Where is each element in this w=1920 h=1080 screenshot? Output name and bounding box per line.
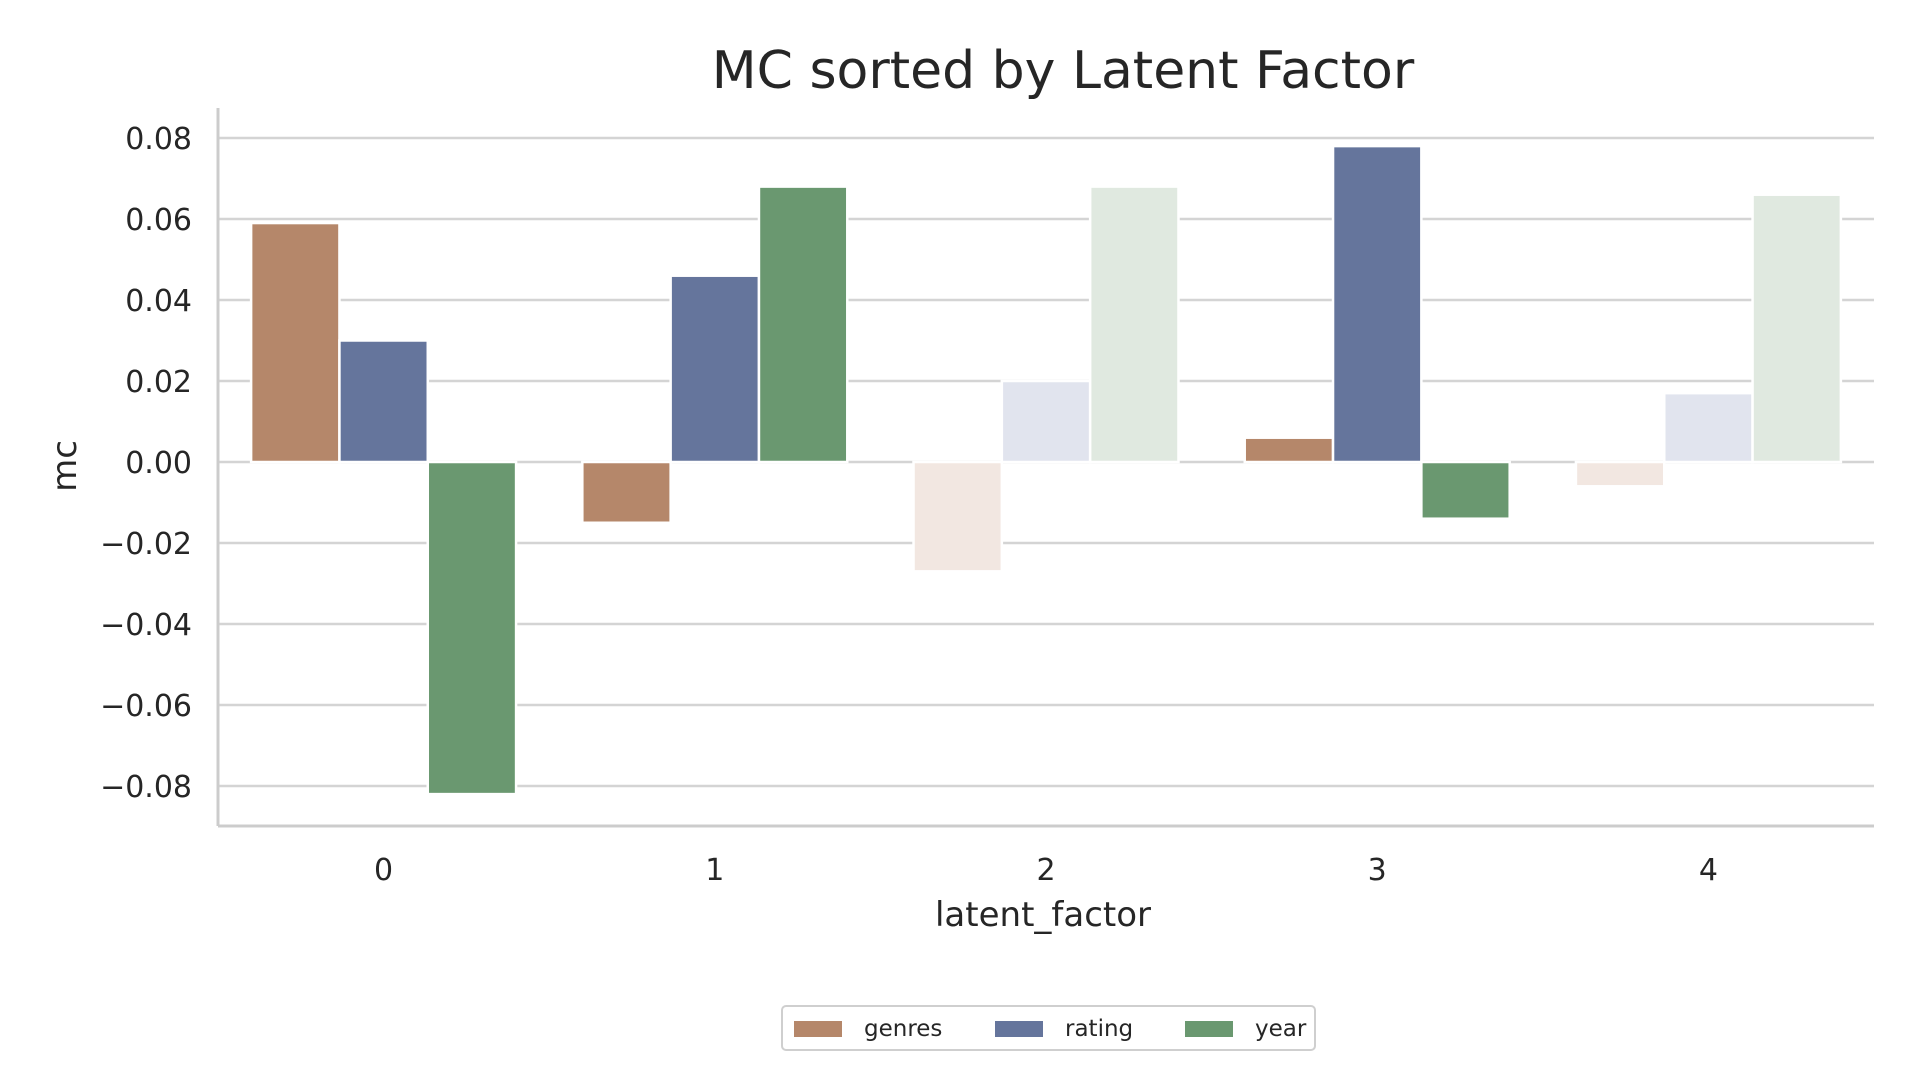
chart-title: MC sorted by Latent Factor [712,41,1415,101]
y-axis-label: mc [45,440,85,492]
y-tick-label: −0.08 [100,770,192,805]
y-tick-label: 0.02 [125,365,192,400]
axes [216,108,1874,828]
y-tick-label: −0.04 [100,608,192,643]
x-tick-label: 3 [1368,853,1387,888]
x-tick-label: 4 [1699,853,1718,888]
x-tick-label: 1 [705,853,724,888]
legend-swatch-genres [794,1021,842,1037]
bar-rating-2 [1000,379,1092,464]
bar-year-1 [757,185,849,464]
legend-frame [781,1005,1316,1051]
bar-genres-3 [1243,436,1335,464]
bar-genres-0 [249,221,341,464]
bar-rating-3 [1331,144,1423,464]
y-tick-label: 0.04 [125,284,192,319]
legend-label-rating: rating [1065,1016,1133,1042]
bar-rating-1 [669,274,761,464]
legend: genres rating year [781,1005,1316,1051]
bar-year-4 [1751,193,1843,464]
bar-genres-1 [581,460,672,524]
y-tick-label: −0.02 [100,527,192,562]
bar-rating-0 [338,339,430,464]
y-tick-label: 0.08 [125,122,192,157]
y-tick-label: 0.00 [125,446,192,481]
x-tick-label: 2 [1036,853,1055,888]
y-tick-labels: 0.08 0.06 0.04 0.02 0.00 −0.02 −0.04 −0.06 −0.08 [100,122,192,805]
y-tick-label: −0.06 [100,689,192,724]
bar-year-3 [1420,460,1511,520]
x-tick-label: 0 [374,853,393,888]
bar-genres-4 [1574,460,1666,488]
legend-swatch-rating [995,1021,1043,1037]
bars [249,144,1843,796]
legend-label-year: year [1255,1016,1307,1042]
bar-rating-4 [1662,391,1754,464]
legend-label-genres: genres [864,1016,942,1042]
legend-swatch-year [1185,1021,1233,1037]
x-axis-label: latent_factor [935,895,1151,935]
bar-genres-2 [912,460,1004,573]
bar-year-0 [426,460,518,796]
x-tick-labels: 0 1 2 3 4 [374,853,1718,888]
bar-year-2 [1088,185,1180,464]
y-tick-label: 0.06 [125,203,192,238]
